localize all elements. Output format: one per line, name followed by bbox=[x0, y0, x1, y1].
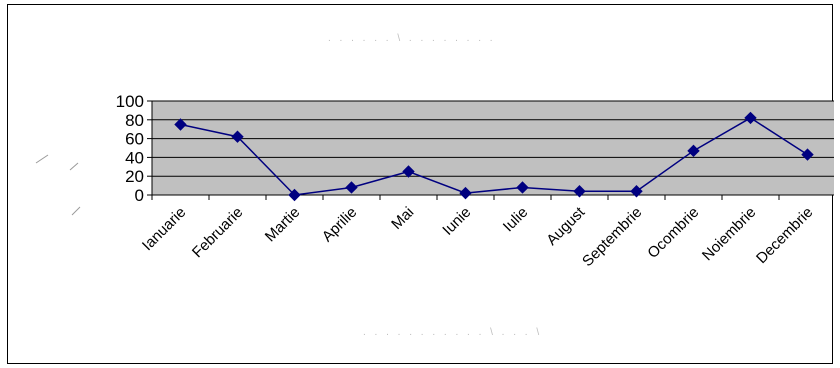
x-category-label: Ocombrie bbox=[644, 204, 702, 262]
x-category-label: Ianuarie bbox=[139, 204, 189, 254]
chart-frame: . . . . . . \ . . . . . . . . . . . . . … bbox=[7, 4, 834, 364]
faint-yaxis-title-artifact bbox=[35, 154, 81, 216]
data-point-marker bbox=[687, 144, 700, 158]
faint-mark bbox=[71, 206, 81, 216]
data-point-marker bbox=[345, 181, 358, 194]
data-point-marker bbox=[288, 188, 301, 202]
y-tick-label: 100 bbox=[116, 92, 144, 111]
x-category-label: Iulie bbox=[500, 204, 531, 235]
data-point-marker bbox=[459, 186, 472, 200]
svg-text:. . . . . . . . . . . \ .: . . . . . . . . . . . \ . . . \ bbox=[363, 327, 542, 338]
faint-mark bbox=[69, 162, 79, 171]
plot-area bbox=[151, 100, 834, 196]
gridlines bbox=[152, 100, 834, 177]
y-tick-label: 0 bbox=[135, 186, 144, 205]
faint-xaxis-title-artifact: . . . . . . . . . . . \ . . . \ bbox=[363, 327, 542, 338]
data-point-marker bbox=[630, 185, 643, 198]
data-point-marker bbox=[231, 130, 244, 143]
series-line bbox=[180, 117, 808, 196]
x-category-label: Februarie bbox=[189, 204, 246, 261]
x-category-label: Septembrie bbox=[579, 204, 645, 270]
x-category-label: August bbox=[543, 203, 589, 249]
data-point-marker bbox=[402, 165, 415, 178]
y-tick-label: 20 bbox=[125, 167, 144, 186]
y-tick-label: 80 bbox=[125, 111, 144, 130]
y-tick-label: 60 bbox=[125, 130, 144, 149]
data-point-marker bbox=[801, 148, 814, 161]
data-point-marker bbox=[744, 111, 757, 125]
x-category-label: Aprilie bbox=[319, 204, 360, 245]
x-category-label: Decembrie bbox=[753, 204, 816, 267]
series-layer bbox=[174, 111, 814, 202]
x-category-label: Mai bbox=[388, 204, 417, 233]
data-point-marker bbox=[174, 118, 187, 131]
line-chart: . . . . . . \ . . . . . . . . . . . . . … bbox=[35, 33, 834, 338]
data-point-marker bbox=[516, 181, 529, 194]
svg-text:. . . . . . \ . . . . .: . . . . . . \ . . . . . . . . bbox=[328, 33, 496, 44]
faint-title-artifact: . . . . . . \ . . . . . . . . bbox=[328, 33, 496, 44]
x-category-label: Noiembrie bbox=[699, 204, 759, 264]
x-category-label: Martie bbox=[262, 204, 303, 245]
x-axis: Ianuarie Februarie Martie Aprilie Mai Iunie Iu… bbox=[139, 194, 834, 270]
faint-mark bbox=[35, 154, 49, 164]
data-point-marker bbox=[573, 185, 586, 198]
x-category-label: Iunie bbox=[439, 204, 474, 239]
y-tick-label: 40 bbox=[125, 148, 144, 167]
